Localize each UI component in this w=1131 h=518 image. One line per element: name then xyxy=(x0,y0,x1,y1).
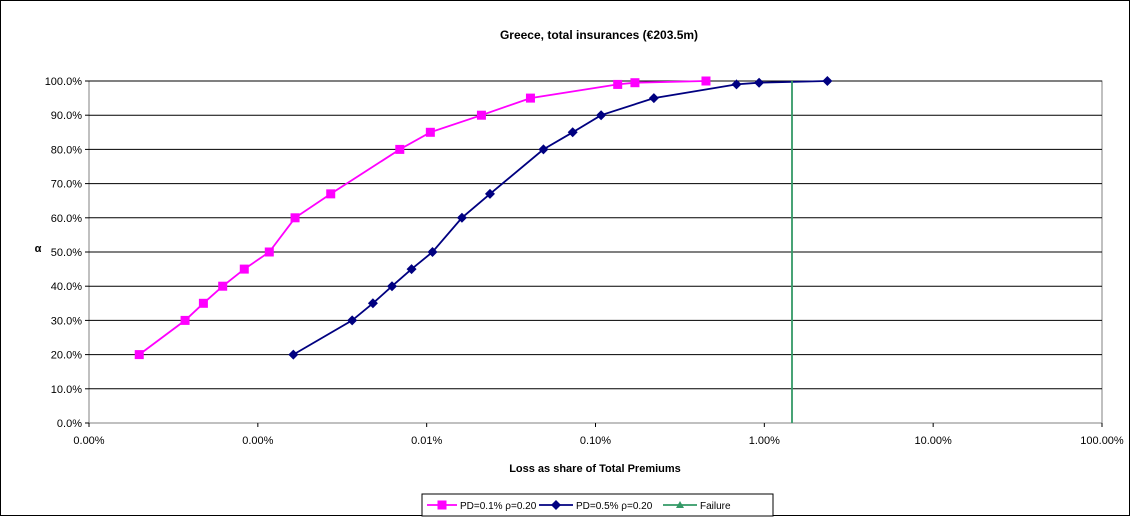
legend-item: PD=0.5% ρ=0.20 xyxy=(539,500,653,512)
legend-label: PD=0.1% ρ=0.20 xyxy=(460,501,537,512)
data-point xyxy=(701,76,711,86)
data-point xyxy=(386,281,397,292)
legend-marker xyxy=(437,500,447,510)
data-point xyxy=(648,93,659,104)
x-tick-label: 0.10% xyxy=(580,435,611,447)
y-tick-label: 50.0% xyxy=(51,247,82,259)
data-point xyxy=(425,127,435,137)
data-point xyxy=(134,350,144,360)
x-tick-label: 0.00% xyxy=(242,435,273,447)
y-tick-label: 100.0% xyxy=(45,76,83,88)
series-layer xyxy=(134,76,833,423)
x-tick-label: 100.00% xyxy=(1080,435,1124,447)
legend-label: PD=0.5% ρ=0.20 xyxy=(576,501,653,512)
data-point xyxy=(525,93,535,103)
data-point xyxy=(822,76,833,86)
y-axis-ticks: 0.0% 10.0% 20.0% 30.0% 40.0% 50.0% 60.0% 70.0% 8… xyxy=(45,76,89,430)
gridlines xyxy=(89,80,1102,390)
series-pd-0-5-0-20 xyxy=(288,76,833,360)
y-tick-label: 40.0% xyxy=(51,281,82,293)
y-tick-label: 60.0% xyxy=(51,213,82,225)
y-tick-label: 30.0% xyxy=(51,315,82,327)
x-axis-ticks: 0.00% 0.00% 0.01% 0.10% 1.00% 10.00% 100.00% xyxy=(73,423,1124,447)
data-point xyxy=(476,110,486,120)
data-point xyxy=(406,264,417,275)
data-point xyxy=(754,77,765,88)
y-tick-label: 80.0% xyxy=(51,144,82,156)
x-axis-title: Loss as share of Total Premiums xyxy=(509,463,681,475)
data-point xyxy=(484,188,495,199)
data-point xyxy=(456,212,467,223)
data-point xyxy=(347,315,358,326)
y-tick-label: 10.0% xyxy=(51,384,82,396)
data-point xyxy=(630,78,640,88)
data-point xyxy=(731,79,742,90)
chart-title: Greece, total insurances (€203.5m) xyxy=(500,28,698,42)
data-point xyxy=(538,144,549,155)
y-tick-label: 70.0% xyxy=(51,179,82,191)
x-tick-label: 0.00% xyxy=(73,435,104,447)
y-tick-label: 0.0% xyxy=(57,418,82,430)
legend-marker xyxy=(551,500,561,510)
legend-item: PD=0.1% ρ=0.20 xyxy=(427,500,537,512)
legend: PD=0.1% ρ=0.20 PD=0.5% ρ=0.20 Failure xyxy=(421,493,774,517)
series-pd-0-1-0-20 xyxy=(134,76,711,360)
data-point xyxy=(596,110,607,121)
data-point xyxy=(198,298,208,308)
x-tick-label: 0.01% xyxy=(411,435,442,447)
data-point xyxy=(290,213,300,223)
legend-marker xyxy=(676,501,684,508)
x-tick-label: 1.00% xyxy=(749,435,780,447)
data-point xyxy=(288,349,299,360)
data-point xyxy=(367,298,378,309)
legend-label: Failure xyxy=(700,501,731,512)
data-point xyxy=(395,144,405,154)
legend-box xyxy=(421,493,774,517)
data-point xyxy=(218,281,228,291)
data-point xyxy=(264,247,274,257)
y-tick-label: 20.0% xyxy=(51,350,82,362)
data-point xyxy=(427,247,438,257)
x-tick-label: 10.00% xyxy=(915,435,953,447)
data-point xyxy=(613,79,623,89)
data-point xyxy=(567,127,578,138)
y-axis-title: α xyxy=(35,243,42,255)
data-point xyxy=(326,189,336,199)
data-point xyxy=(239,264,249,274)
data-point xyxy=(180,315,190,325)
y-tick-label: 90.0% xyxy=(51,110,82,122)
legend-item: Failure xyxy=(663,501,731,512)
